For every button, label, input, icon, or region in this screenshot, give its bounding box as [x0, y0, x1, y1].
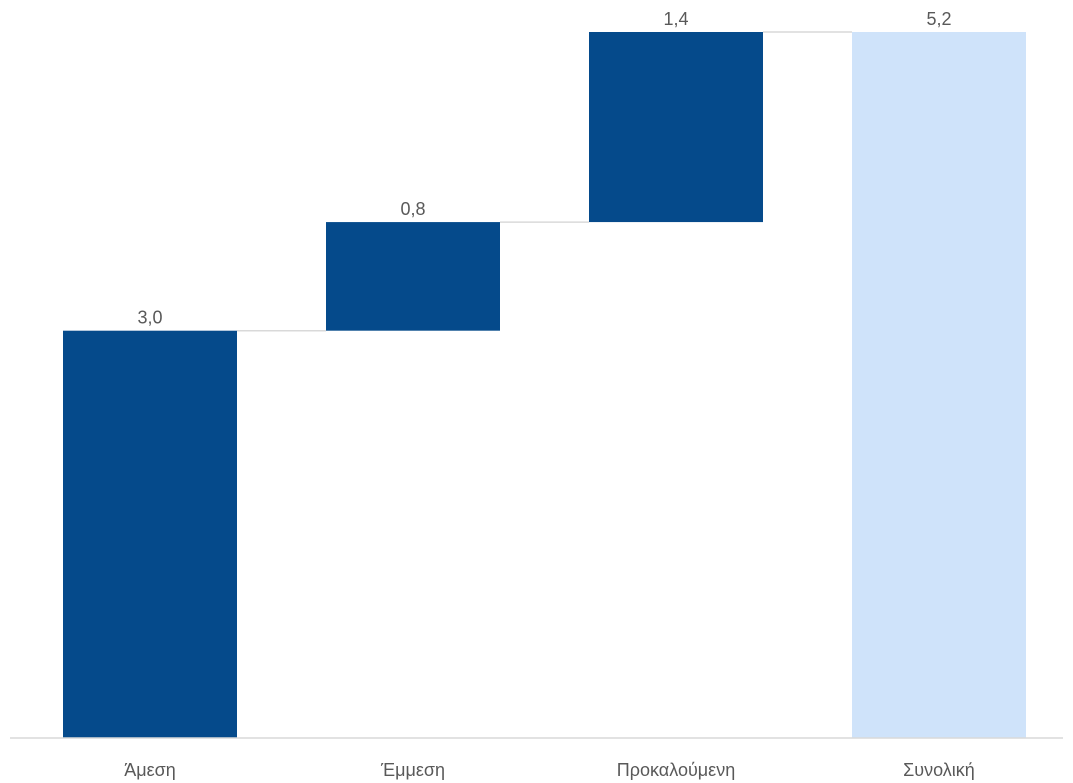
category-labels: Άμεση Έμμεση Προκαλούμενη Συνολική — [124, 760, 975, 780]
bar-2 — [326, 222, 500, 331]
value-label-2: 0,8 — [400, 199, 425, 219]
bar-3 — [589, 32, 763, 223]
category-label-1: Άμεση — [124, 760, 176, 780]
data-labels: 3,0 0,8 1,4 5,2 — [137, 9, 951, 328]
category-label-3: Προκαλούμενη — [617, 760, 735, 780]
value-label-3: 1,4 — [663, 9, 688, 29]
bar-4 — [852, 32, 1026, 738]
value-label-4: 5,2 — [926, 9, 951, 29]
category-label-4: Συνολική — [903, 760, 975, 780]
category-label-2: Έμμεση — [380, 760, 445, 780]
value-label-1: 3,0 — [137, 308, 162, 328]
bar-1 — [63, 330, 237, 738]
bars — [63, 32, 1026, 738]
connector-lines — [237, 31, 852, 332]
